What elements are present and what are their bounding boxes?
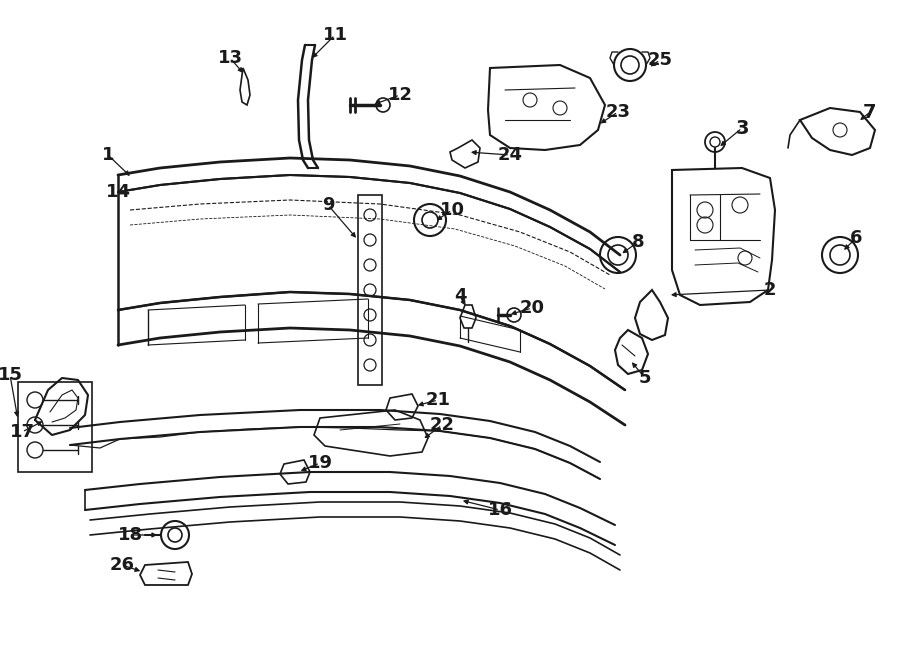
Text: 24: 24: [498, 146, 523, 164]
Text: 9: 9: [322, 196, 334, 214]
Text: 18: 18: [117, 526, 142, 544]
Text: 21: 21: [426, 391, 451, 409]
Text: 19: 19: [308, 454, 332, 472]
Text: 15: 15: [0, 366, 22, 384]
Text: 12: 12: [388, 86, 412, 104]
Text: 23: 23: [606, 103, 631, 121]
Text: 20: 20: [519, 299, 544, 317]
Text: 2: 2: [764, 281, 776, 299]
Text: 6: 6: [850, 229, 862, 247]
Text: 3: 3: [735, 118, 749, 137]
Text: 26: 26: [110, 556, 134, 574]
Text: 1: 1: [102, 146, 114, 164]
Text: 5: 5: [639, 369, 652, 387]
Text: 8: 8: [632, 233, 644, 251]
Text: 7: 7: [863, 102, 877, 122]
Text: 16: 16: [488, 501, 512, 519]
Text: 14: 14: [105, 183, 130, 201]
Text: 11: 11: [322, 26, 347, 44]
Text: 17: 17: [10, 423, 34, 441]
Text: 13: 13: [218, 49, 242, 67]
Text: 4: 4: [454, 287, 466, 305]
Text: 25: 25: [647, 51, 672, 69]
Text: 10: 10: [439, 201, 464, 219]
Text: 22: 22: [429, 416, 454, 434]
